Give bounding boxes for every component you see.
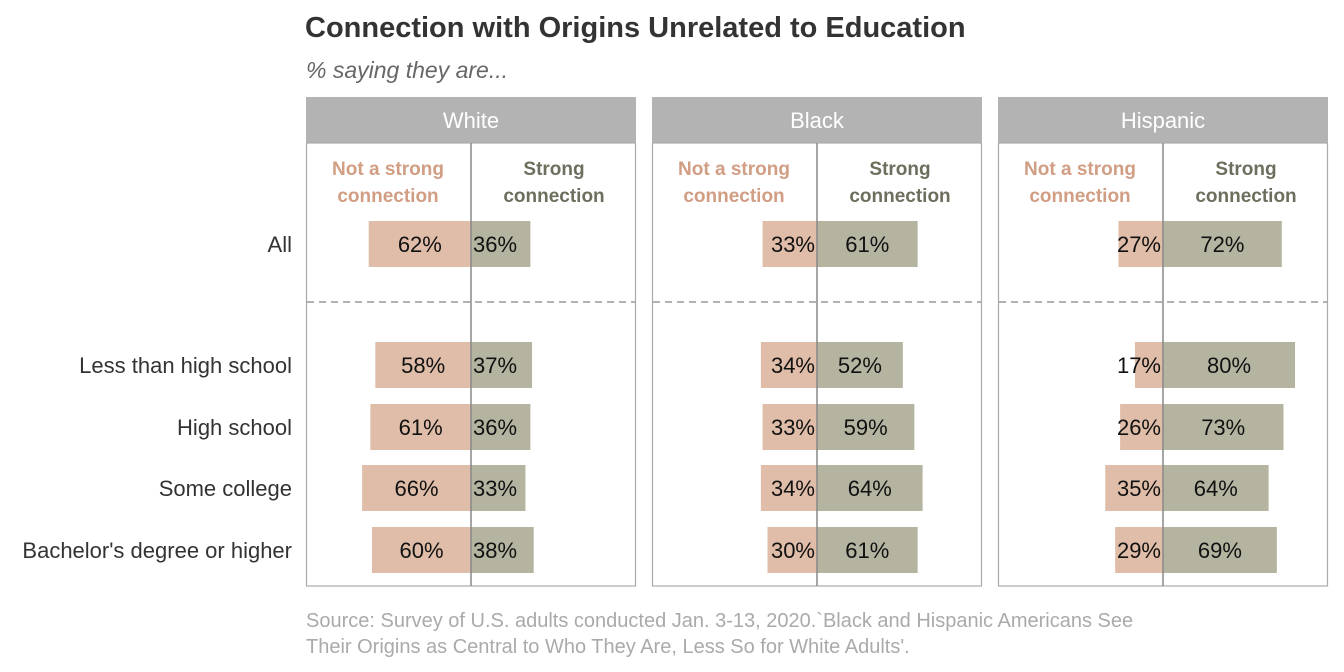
bar-label-not-strong-all: 33% bbox=[771, 232, 815, 257]
bar-label-strong-high-school: 59% bbox=[844, 415, 888, 440]
row-label-high-school: High school bbox=[177, 415, 292, 440]
bar-label-not-strong-some-college: 35% bbox=[1117, 476, 1161, 501]
bar-strong-bachelor-s-degree-or-higher bbox=[471, 527, 534, 573]
bar-strong-less-than-high-school bbox=[817, 342, 903, 388]
bar-not-strong-some-college bbox=[760, 465, 817, 511]
panel-header-black bbox=[652, 97, 982, 143]
column-header-not-strong-line-2: connection bbox=[337, 186, 438, 207]
bar-label-strong-bachelor-s-degree-or-higher: 61% bbox=[845, 538, 889, 563]
bar-strong-some-college bbox=[471, 465, 526, 511]
source-note-line-1: Source: Survey of U.S. adults conducted … bbox=[306, 610, 1133, 632]
bar-strong-all bbox=[817, 221, 918, 267]
bar-label-not-strong-high-school: 26% bbox=[1117, 415, 1161, 440]
bar-strong-less-than-high-school bbox=[1163, 342, 1295, 388]
panel-white: White Not a strong connection Strong connect… bbox=[305, 97, 637, 587]
bar-label-strong-all: 72% bbox=[1200, 232, 1244, 257]
panel-title-white: White bbox=[443, 108, 499, 133]
bar-not-strong-all bbox=[368, 221, 471, 267]
chart-subtitle: % saying they are... bbox=[306, 57, 508, 83]
bar-not-strong-bachelor-s-degree-or-higher bbox=[1115, 527, 1163, 573]
column-header-strong-line-2: connection bbox=[1195, 186, 1296, 207]
bar-strong-all bbox=[471, 221, 531, 267]
bar-label-not-strong-all: 62% bbox=[398, 232, 442, 257]
bar-strong-high-school bbox=[817, 404, 915, 450]
bar-label-strong-bachelor-s-degree-or-higher: 69% bbox=[1198, 538, 1242, 563]
bar-label-not-strong-bachelor-s-degree-or-higher: 60% bbox=[399, 538, 443, 563]
bar-not-strong-less-than-high-school bbox=[375, 342, 471, 388]
bar-label-not-strong-high-school: 33% bbox=[771, 415, 815, 440]
bar-not-strong-high-school bbox=[1120, 404, 1163, 450]
bar-label-not-strong-bachelor-s-degree-or-higher: 30% bbox=[771, 538, 815, 563]
row-label-less-than-high-school: Less than high school bbox=[79, 353, 292, 378]
bar-strong-some-college bbox=[817, 465, 923, 511]
bar-label-not-strong-some-college: 66% bbox=[395, 476, 439, 501]
column-header-strong-line-1: Strong bbox=[869, 159, 930, 180]
bar-label-strong-all: 36% bbox=[473, 232, 517, 257]
source-note-line-2: Their Origins as Central to Who They Are… bbox=[306, 636, 910, 658]
bar-strong-some-college bbox=[1163, 465, 1269, 511]
column-header-not-strong-line-2: connection bbox=[1029, 186, 1130, 207]
chart-title: Connection with Origins Unrelated to Edu… bbox=[305, 12, 966, 44]
bar-not-strong-some-college bbox=[1105, 465, 1163, 511]
panel-title-black: Black bbox=[790, 108, 845, 133]
row-label-bachelor-s-degree-or-higher: Bachelor's degree or higher bbox=[22, 538, 292, 563]
bar-label-strong-high-school: 36% bbox=[473, 415, 517, 440]
bar-label-strong-less-than-high-school: 37% bbox=[473, 353, 517, 378]
row-label-some-college: Some college bbox=[159, 476, 292, 501]
bar-label-strong-all: 61% bbox=[845, 232, 889, 257]
bar-label-strong-high-school: 73% bbox=[1201, 415, 1245, 440]
bar-strong-less-than-high-school bbox=[471, 342, 533, 388]
bar-label-strong-some-college: 64% bbox=[848, 476, 892, 501]
column-header-strong-line-2: connection bbox=[503, 186, 604, 207]
bar-not-strong-bachelor-s-degree-or-higher bbox=[372, 527, 471, 573]
bar-label-strong-some-college: 64% bbox=[1194, 476, 1238, 501]
bar-strong-bachelor-s-degree-or-higher bbox=[817, 527, 918, 573]
bar-not-strong-all bbox=[762, 221, 817, 267]
bar-not-strong-high-school bbox=[370, 404, 471, 450]
bar-label-not-strong-some-college: 34% bbox=[771, 476, 815, 501]
bar-label-strong-less-than-high-school: 52% bbox=[838, 353, 882, 378]
panel-header-hispanic bbox=[998, 97, 1328, 143]
bar-not-strong-all bbox=[1118, 221, 1163, 267]
bar-label-not-strong-less-than-high-school: 58% bbox=[401, 353, 445, 378]
row-labels: All Less than high school High school Some … bbox=[22, 232, 292, 563]
bar-label-not-strong-high-school: 61% bbox=[399, 415, 443, 440]
bar-label-strong-some-college: 33% bbox=[473, 476, 517, 501]
bar-not-strong-less-than-high-school bbox=[1134, 342, 1163, 388]
bar-label-not-strong-bachelor-s-degree-or-higher: 29% bbox=[1117, 538, 1161, 563]
bar-strong-high-school bbox=[1163, 404, 1284, 450]
bar-label-not-strong-less-than-high-school: 34% bbox=[771, 353, 815, 378]
bar-label-not-strong-less-than-high-school: 17% bbox=[1117, 353, 1161, 378]
panel-hispanic: Hispanic Not a strong connection Strong conn… bbox=[997, 97, 1329, 587]
bar-not-strong-bachelor-s-degree-or-higher bbox=[767, 527, 817, 573]
row-label-all: All bbox=[268, 232, 292, 257]
panel-black: Black Not a strong connection Strong connect… bbox=[651, 97, 983, 587]
bar-strong-bachelor-s-degree-or-higher bbox=[1163, 527, 1277, 573]
bar-label-strong-bachelor-s-degree-or-higher: 38% bbox=[473, 538, 517, 563]
column-header-not-strong-line-1: Not a strong bbox=[332, 159, 444, 180]
column-header-strong-line-1: Strong bbox=[1215, 159, 1276, 180]
panels: White Not a strong connection Strong connect… bbox=[305, 97, 1329, 587]
bar-strong-all bbox=[1163, 221, 1282, 267]
bar-label-not-strong-all: 27% bbox=[1117, 232, 1161, 257]
column-header-not-strong-line-2: connection bbox=[683, 186, 784, 207]
column-header-strong-line-2: connection bbox=[849, 186, 950, 207]
bar-label-strong-less-than-high-school: 80% bbox=[1207, 353, 1251, 378]
bar-not-strong-less-than-high-school bbox=[760, 342, 817, 388]
panel-header-white bbox=[306, 97, 636, 143]
bar-not-strong-high-school bbox=[762, 404, 817, 450]
column-header-not-strong-line-1: Not a strong bbox=[678, 159, 790, 180]
column-header-strong-line-1: Strong bbox=[523, 159, 584, 180]
panel-title-hispanic: Hispanic bbox=[1121, 108, 1205, 133]
bar-strong-high-school bbox=[471, 404, 531, 450]
column-header-not-strong-line-1: Not a strong bbox=[1024, 159, 1136, 180]
bar-not-strong-some-college bbox=[362, 465, 471, 511]
